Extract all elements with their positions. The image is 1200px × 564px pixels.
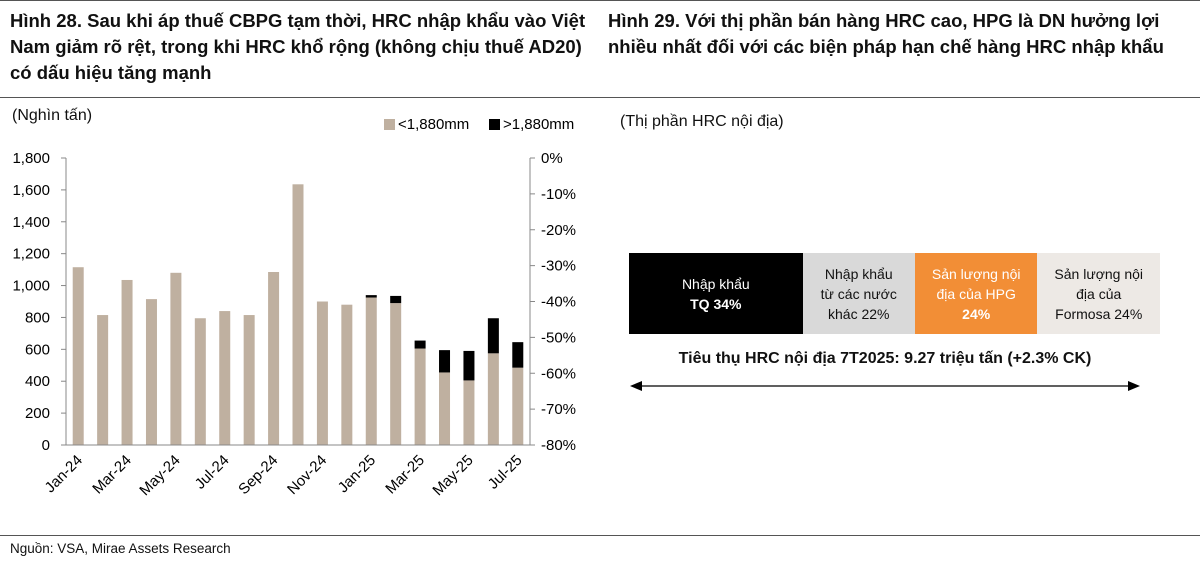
y-tick-label: 400 bbox=[25, 373, 50, 390]
bar-wide bbox=[390, 295, 402, 304]
bar-narrow bbox=[365, 297, 377, 445]
bar-narrow bbox=[439, 372, 451, 445]
bar-wide bbox=[414, 340, 426, 349]
figure-29-unit-label: (Thị phần HRC nội địa) bbox=[620, 113, 784, 130]
share-segment: Nhập khẩu từ các nước khác 22% bbox=[802, 253, 915, 334]
x-tick-label: Mar-24 bbox=[89, 452, 135, 498]
bar-wide bbox=[439, 350, 451, 373]
consumption-label: Tiêu thụ HRC nội địa 7T2025: 9.27 triệu … bbox=[678, 350, 1092, 367]
y2-tick-label: -20% bbox=[541, 222, 576, 239]
y-tick-label: 1,200 bbox=[12, 246, 50, 263]
y-tick-label: 800 bbox=[25, 309, 50, 326]
y2-tick-label: -30% bbox=[541, 258, 576, 275]
bar-narrow bbox=[72, 267, 84, 445]
share-segment-line: Sản lượng nội bbox=[1054, 265, 1144, 282]
share-segment-line: Formosa 24% bbox=[1055, 305, 1143, 322]
figure-28-unit-label: (Nghìn tấn) bbox=[12, 107, 93, 124]
share-segment: Sản lượng nội địa của HPG 24% bbox=[914, 253, 1038, 334]
y2-tick-label: 0% bbox=[541, 150, 563, 167]
bar-wide bbox=[512, 342, 524, 368]
y2-tick-label: -40% bbox=[541, 294, 576, 311]
legend-label-narrow: <1,880mm bbox=[398, 116, 469, 133]
share-segment-line: địa của bbox=[1076, 285, 1122, 302]
y2-tick-label: -80% bbox=[541, 437, 576, 454]
bar-narrow bbox=[170, 272, 182, 445]
y-tick-label: 1,400 bbox=[12, 214, 50, 231]
bar-narrow bbox=[341, 304, 353, 445]
share-segment: Sản lượng nội địa của Formosa 24% bbox=[1037, 253, 1160, 334]
x-tick-label: Jan-25 bbox=[335, 452, 379, 496]
share-segment-line: từ các nước bbox=[820, 285, 897, 302]
x-tick-label: Jul-24 bbox=[192, 452, 233, 493]
y-tick-label: 200 bbox=[25, 405, 50, 422]
bars bbox=[72, 184, 524, 445]
y-tick-label: 1,800 bbox=[12, 150, 50, 167]
share-segment-line: 24% bbox=[962, 305, 991, 322]
bar-narrow bbox=[316, 301, 328, 445]
bar-narrow bbox=[487, 353, 499, 445]
share-segment-line: địa của HPG bbox=[936, 285, 1016, 302]
bar-narrow bbox=[512, 367, 524, 445]
x-tick-label: Nov-24 bbox=[284, 452, 330, 498]
bar-narrow bbox=[414, 348, 426, 445]
y2-tick-label: -50% bbox=[541, 329, 576, 346]
figure-28-title: Hình 28. Sau khi áp thuế CBPG tạm thời, … bbox=[10, 10, 586, 83]
bar-narrow bbox=[145, 299, 157, 445]
bar-wide bbox=[365, 295, 377, 298]
bar-narrow bbox=[463, 380, 475, 445]
share-segment-line: Nhập khẩu bbox=[824, 265, 893, 282]
share-segment-line: Sản lượng nội bbox=[931, 265, 1021, 282]
bar-narrow bbox=[219, 311, 231, 445]
bar-narrow bbox=[243, 315, 255, 445]
x-tick-label: Mar-25 bbox=[382, 452, 428, 498]
bar-narrow bbox=[97, 315, 109, 445]
bar-narrow bbox=[292, 184, 304, 445]
y-tick-label: 0 bbox=[42, 437, 50, 454]
x-tick-label: May-24 bbox=[136, 452, 183, 499]
legend-label-wide: >1,880mm bbox=[503, 116, 574, 133]
x-tick-label: May-25 bbox=[429, 452, 476, 499]
y-tick-label: 600 bbox=[25, 341, 50, 358]
footer-rule bbox=[0, 535, 1200, 536]
y-tick-label: 1,600 bbox=[12, 182, 50, 199]
legend: <1,880mm >1,880mm bbox=[384, 116, 574, 133]
header-rule bbox=[0, 97, 1200, 98]
bar-narrow bbox=[194, 318, 206, 445]
y-tick-label: 1,000 bbox=[12, 278, 50, 295]
bar-narrow bbox=[121, 279, 133, 445]
bar-narrow bbox=[390, 303, 402, 445]
share-segment-line: Nhập khẩu bbox=[681, 275, 750, 292]
x-tick-label: Jul-25 bbox=[485, 452, 526, 493]
bar-narrow bbox=[268, 272, 280, 445]
legend-swatch-narrow bbox=[384, 119, 395, 130]
bar-wide bbox=[487, 318, 499, 354]
x-tick-label: Sep-24 bbox=[235, 452, 281, 498]
share-segment-line: TQ 34% bbox=[690, 295, 742, 312]
x-tick-label: Jan-24 bbox=[42, 452, 86, 496]
top-rule bbox=[0, 0, 1200, 1]
figure-29-title: Hình 29. Với thị phần bán hàng HRC cao, … bbox=[608, 10, 1164, 57]
y2-tick-label: -70% bbox=[541, 401, 576, 418]
source-note: Nguồn: VSA, Mirae Assets Research bbox=[10, 541, 231, 556]
y2-tick-label: -10% bbox=[541, 186, 576, 203]
import-bar-chart: <1,880mm >1,880mm 0 200 400 600 800 1,000 1,20… bbox=[12, 116, 576, 499]
share-segment-line: khác 22% bbox=[828, 305, 890, 322]
y2-tick-label: -60% bbox=[541, 365, 576, 382]
bar-wide bbox=[463, 350, 475, 381]
share-segment: Nhập khẩu TQ 34% bbox=[629, 253, 803, 334]
legend-swatch-wide bbox=[489, 119, 500, 130]
